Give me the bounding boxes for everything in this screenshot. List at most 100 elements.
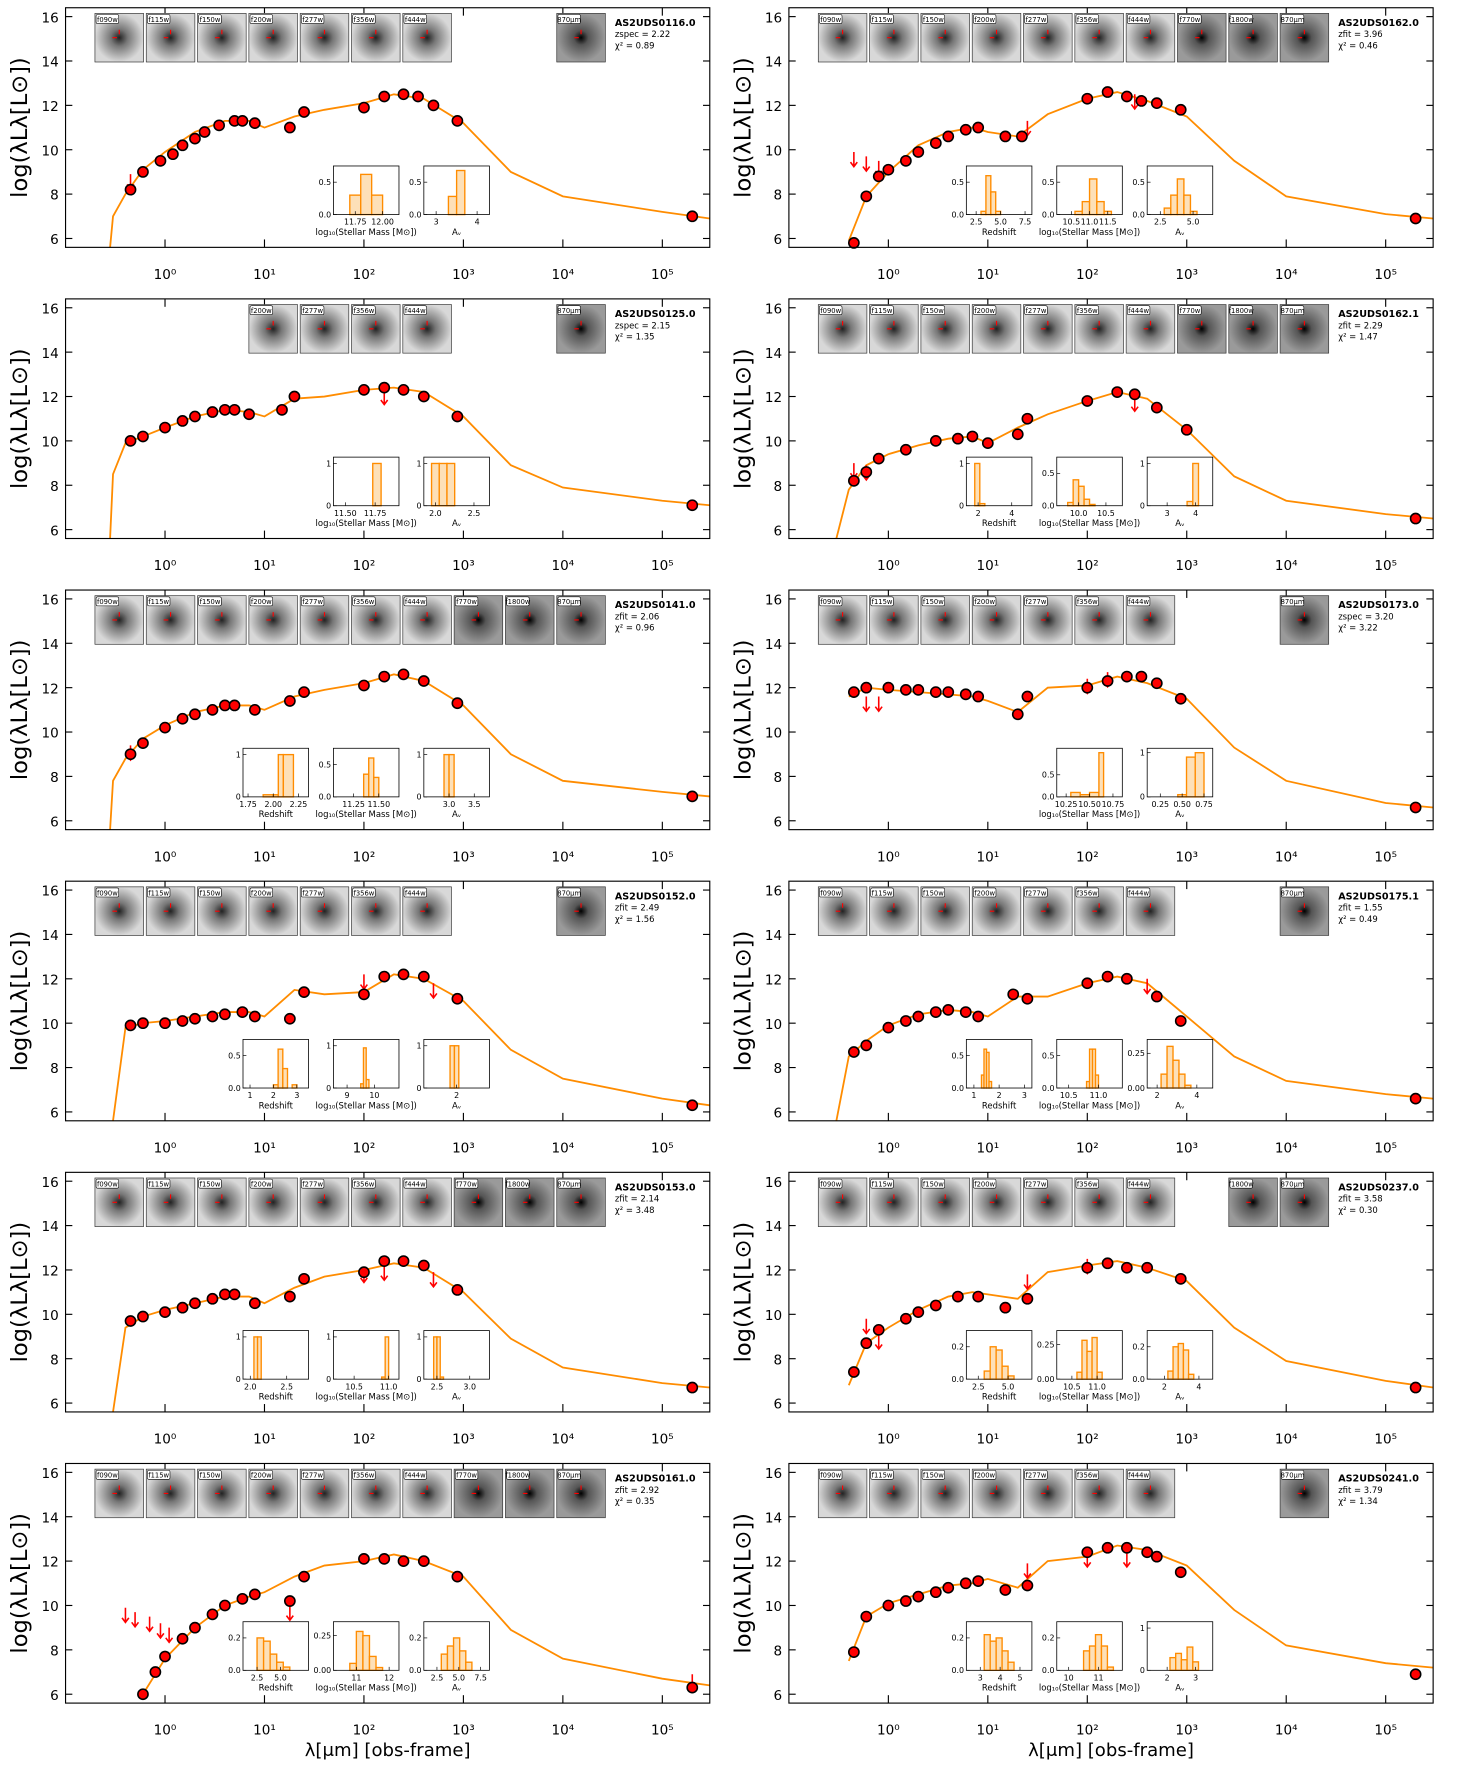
inset-y-tick-label: 0.25: [1127, 1049, 1145, 1058]
inset-y-tick-label: 1: [417, 1042, 422, 1051]
inset-x-tick-label: 11: [351, 1673, 361, 1682]
histogram-bar: [980, 210, 987, 216]
inset-y-tick-label: 0.5: [409, 178, 422, 187]
x-tick-label: 10⁰: [877, 558, 900, 574]
photometry-point: [412, 90, 424, 103]
x-tick-label: 10⁵: [1374, 267, 1397, 283]
histogram-bar: [1166, 1045, 1174, 1089]
histogram-bar: [1077, 485, 1085, 507]
cutout-label: f200w: [974, 1472, 995, 1480]
photometry-point: [1180, 423, 1193, 436]
cutout-marker: [1041, 612, 1049, 621]
y-tick-label: 12: [42, 972, 59, 988]
cutout-label: f090w: [97, 598, 118, 606]
inset-frame: [965, 1039, 1033, 1089]
inset-x-label: log₁₀(Stellar Mass [M⊙]): [1039, 1683, 1140, 1693]
inset-x-tick-label: 2: [1162, 1382, 1167, 1391]
inset-y-tick-label: 1: [1140, 749, 1145, 758]
photometry-point: [1081, 977, 1094, 990]
cutout-label-box: [973, 305, 997, 315]
inset-x-tick-label: 2.5: [251, 1673, 264, 1682]
photometry-point: [1409, 1381, 1422, 1394]
cutout-label: f115w: [872, 889, 893, 897]
histogram-bar: [269, 1653, 278, 1671]
inset-x-tick-label: 10.5: [1097, 509, 1115, 518]
y-tick-label: 10: [42, 435, 59, 451]
cutout-label-box: [1127, 305, 1151, 315]
cutout-label: f115w: [872, 1472, 893, 1480]
upper-limit: [429, 1272, 438, 1289]
cutout-marker: [522, 1194, 531, 1203]
cutout-marker: [1041, 29, 1049, 39]
photometry-point: [860, 190, 873, 203]
cutout-label: f356w: [354, 889, 375, 897]
photometry-point: [1021, 1292, 1034, 1305]
photometry-point: [189, 132, 201, 145]
inset-x-tick-label: 1: [971, 1091, 976, 1100]
cutout-label-box: [1024, 1469, 1048, 1480]
cutout-label: f444w: [405, 16, 426, 24]
x-tick-label: 10¹: [976, 1723, 999, 1739]
inset-x-label: Aᵥ: [452, 809, 461, 819]
inset-x-tick-label: 3.5: [468, 800, 481, 809]
cutout-label: f1800w: [505, 598, 531, 606]
histogram-bar: [989, 1640, 997, 1671]
photometry-point: [236, 1006, 249, 1018]
cutout-label: f090w: [820, 1180, 841, 1188]
cutout-label: f444w: [1128, 598, 1149, 606]
cutout-label: f444w: [405, 1180, 426, 1188]
cutout-marker: [317, 1485, 326, 1494]
cutout-label: f1800w: [1229, 1180, 1255, 1188]
x-tick-label: 10⁰: [154, 267, 177, 283]
photometry-point: [427, 99, 440, 112]
cutout-marker: [574, 1194, 582, 1203]
inset-background: [423, 748, 490, 797]
inset-x-label: Aᵥ: [1175, 809, 1184, 819]
cutout-label: f150w: [923, 1472, 944, 1480]
cutout-label-box: [557, 14, 581, 24]
cutout-marker: [266, 1485, 274, 1494]
photometry-point: [219, 403, 231, 416]
cutout-label-box: [557, 1469, 581, 1480]
inset-x-tick-label: 2: [271, 1091, 276, 1100]
cutout-label: 870μm: [1281, 889, 1305, 897]
cutout-marker: [1092, 1485, 1100, 1494]
cutout-label: f1800w: [505, 1180, 531, 1188]
cutout-label: f356w: [1077, 1180, 1098, 1188]
cutout-label: 870μm: [557, 1472, 581, 1480]
cutout-marker: [266, 1194, 274, 1203]
photometry-point: [378, 90, 391, 103]
cutout-marker: [835, 612, 844, 621]
photometry-point: [872, 1323, 885, 1336]
photometry-point: [283, 121, 296, 134]
cutout-label: f444w: [405, 889, 426, 897]
y-tick-label: 12: [765, 390, 782, 406]
cutout-label-box: [352, 14, 376, 24]
cutout-label-box: [870, 1178, 894, 1189]
inset-frame: [1056, 1621, 1123, 1671]
cutout-label: f090w: [97, 889, 118, 897]
x-tick-label: 10⁰: [154, 849, 177, 865]
cutout-marker: [574, 903, 582, 912]
cutout-label-box: [870, 887, 894, 898]
photometry-point: [378, 670, 391, 683]
x-tick-label: 10²: [353, 1723, 376, 1739]
x-tick-label: 10²: [1076, 267, 1099, 283]
inset-y-tick-label: 0.25: [1037, 1340, 1055, 1349]
histogram-bar: [1183, 194, 1192, 216]
cutout-label: f200w: [974, 598, 995, 606]
inset-frame: [333, 456, 400, 507]
inset-x-tick-label: 3.0: [443, 800, 456, 809]
photometry-point: [900, 683, 912, 696]
cutout-label-box: [1229, 1178, 1253, 1189]
photometry-point: [972, 690, 985, 703]
sed-curve: [109, 386, 710, 539]
x-tick-label: 10⁴: [552, 1432, 575, 1448]
cutout-label: f770w: [456, 1472, 477, 1480]
cutout-label: f150w: [200, 1180, 221, 1188]
histogram-bar: [1187, 1373, 1195, 1380]
x-tick-label: 10⁵: [651, 1723, 674, 1739]
cutout-label: f356w: [354, 1472, 375, 1480]
y-tick-label: 6: [50, 1688, 59, 1704]
